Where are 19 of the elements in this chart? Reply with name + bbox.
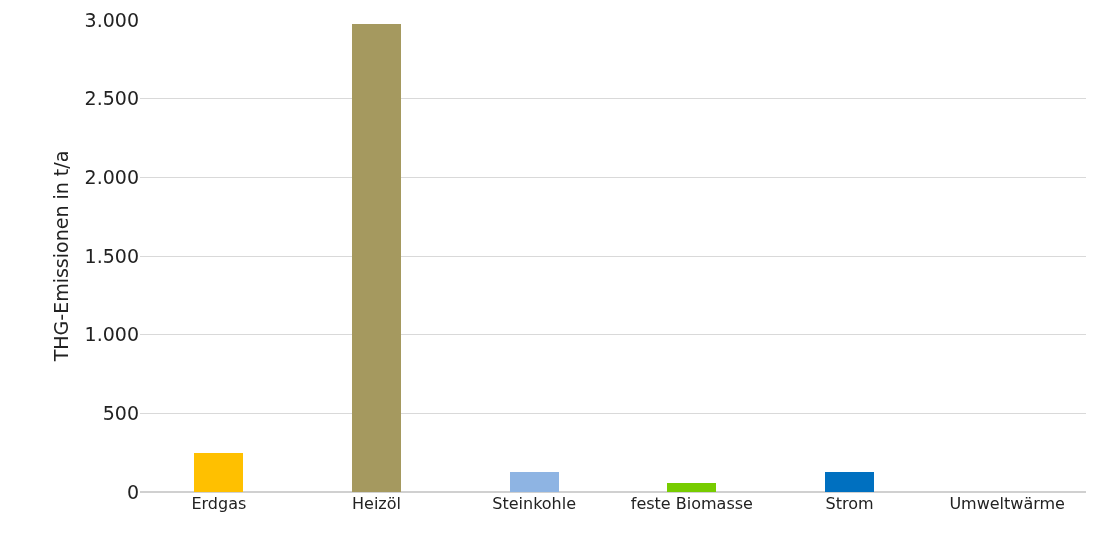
bar bbox=[825, 472, 874, 492]
y-tick-label: 0 bbox=[126, 480, 139, 503]
y-tick-label: 1.000 bbox=[84, 323, 139, 346]
y-tick-label: 3.000 bbox=[84, 8, 139, 31]
x-tick-label: Heizöl bbox=[352, 494, 401, 513]
x-tick-label: Strom bbox=[825, 494, 874, 513]
bar bbox=[194, 453, 243, 492]
y-tick-label: 2.500 bbox=[84, 87, 139, 110]
y-tick-label: 500 bbox=[102, 401, 139, 424]
x-tick-label: feste Biomasse bbox=[630, 494, 753, 513]
y-tick-label: 2.000 bbox=[84, 165, 139, 188]
y-tick-label: 1.500 bbox=[84, 244, 139, 267]
x-tick-label: Steinkohle bbox=[492, 494, 577, 513]
x-tick-label: Erdgas bbox=[191, 494, 247, 513]
bar bbox=[510, 472, 559, 492]
bar bbox=[352, 24, 401, 492]
bar bbox=[667, 483, 716, 492]
y-axis-title: THG-Emissionen in t/a bbox=[50, 150, 73, 363]
x-tick-label: Umweltwärme bbox=[949, 494, 1065, 513]
